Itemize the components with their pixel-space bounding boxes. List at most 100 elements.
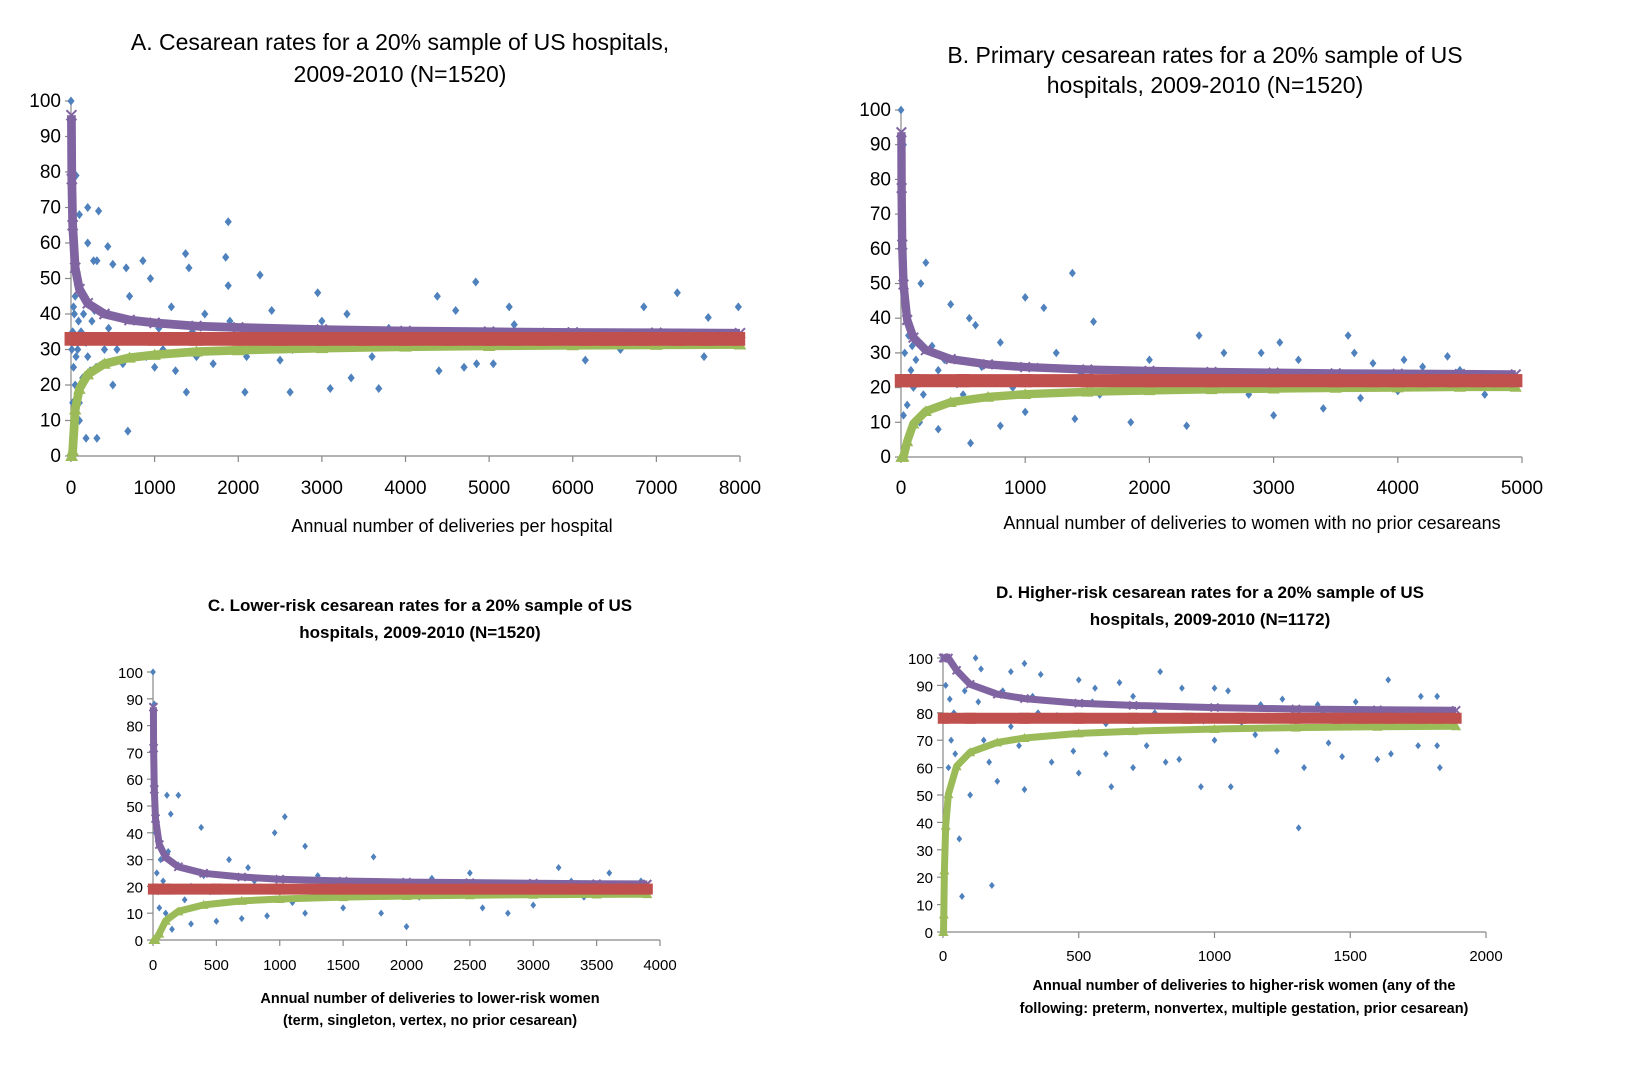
data-point (901, 348, 909, 358)
lower-limit-marker (315, 341, 329, 354)
data-point (460, 362, 468, 372)
data-point (167, 302, 175, 312)
data-point (1252, 731, 1259, 739)
data-point (188, 920, 194, 928)
y-tick-label: 30 (870, 343, 891, 364)
mean-marker (1127, 712, 1139, 724)
data-point (530, 901, 537, 909)
upper-limit-marker (1019, 361, 1031, 373)
data-point (1130, 692, 1136, 700)
data-point (967, 791, 974, 799)
mean-marker (1018, 712, 1030, 724)
mean-marker (1366, 374, 1380, 388)
data-point (69, 362, 78, 372)
data-point (347, 373, 355, 383)
mean-marker (964, 712, 976, 724)
data-point (986, 758, 993, 766)
data-point (1021, 407, 1029, 417)
y-tick-label: 100 (908, 651, 933, 668)
upper-limit-marker (98, 308, 111, 320)
mean-marker (440, 331, 455, 346)
y-tick-label: 50 (916, 788, 933, 805)
data-point (1385, 676, 1392, 684)
lower-limit-marker (338, 892, 349, 902)
lower-limit-marker (907, 417, 920, 429)
upper-limit-marker (896, 239, 908, 251)
mean-marker (1204, 374, 1219, 388)
data-point (1040, 303, 1048, 313)
upper-limit-marker (1209, 702, 1220, 713)
chart-a: A. Cesarean rates for a 20% sample of US… (29, 29, 761, 536)
x-tick-label: 500 (1066, 948, 1091, 965)
data-point (169, 925, 175, 933)
y-tick-label: 70 (916, 733, 933, 750)
data-point (1071, 414, 1079, 424)
lower-limit-marker (399, 340, 412, 352)
data-point (105, 323, 113, 333)
data-point (1436, 764, 1443, 772)
data-point (996, 421, 1004, 431)
data-point (268, 305, 276, 315)
data-point (93, 256, 101, 266)
upper-limit-marker (943, 653, 954, 663)
data-point (1021, 659, 1028, 668)
mean-marker (1142, 374, 1156, 388)
upper-limit-marker (65, 109, 78, 121)
data-point (967, 438, 975, 448)
lower-limit-marker (951, 761, 962, 771)
data-point (226, 856, 232, 864)
data-point (640, 302, 648, 312)
mean-marker (105, 331, 120, 346)
y-tick-label: 100 (29, 91, 61, 112)
mean-marker (1290, 712, 1302, 724)
data-point (934, 365, 942, 375)
x-tick-label: 0 (896, 478, 907, 499)
data-point (581, 355, 589, 365)
data-point (1021, 293, 1029, 302)
mean-marker (72, 331, 87, 346)
data-point (164, 791, 170, 799)
data-point (704, 313, 712, 323)
lower-limit-marker (150, 935, 161, 944)
y-tick-label: 60 (126, 772, 143, 789)
data-point (1048, 758, 1055, 766)
chart-title-line: A. Cesarean rates for a 20% sample of US… (131, 29, 669, 55)
data-point (1183, 421, 1191, 431)
data-point (1225, 687, 1231, 695)
upper-limit-marker (896, 182, 908, 194)
lower-limit-marker (943, 789, 954, 799)
y-tick-label: 80 (916, 706, 933, 723)
data-point (74, 316, 83, 326)
x-axis-label: following: preterm, nonvertex, multiple … (1020, 1001, 1469, 1017)
data-point (900, 411, 907, 420)
data-point (84, 238, 92, 248)
x-tick-label: 4000 (1377, 478, 1419, 499)
mean-marker (160, 883, 172, 895)
y-tick-label: 20 (40, 375, 61, 396)
data-point (1344, 331, 1352, 340)
chart-title-line: hospitals, 2009-2010 (N=1520) (1047, 72, 1363, 98)
lower-limit-marker (897, 451, 910, 462)
y-tick-label: 90 (916, 678, 933, 695)
x-tick-label: 4000 (643, 957, 676, 974)
lower-limit-marker (1267, 382, 1280, 394)
data-point (72, 352, 80, 362)
data-point (978, 665, 984, 673)
data-point (1211, 684, 1218, 692)
data-point (213, 917, 220, 925)
series-band (940, 722, 1457, 936)
y-tick-label: 100 (118, 665, 143, 682)
mean-marker (1415, 712, 1427, 724)
data-point (302, 842, 308, 850)
upper-limit-marker (150, 813, 161, 824)
data-point (1211, 736, 1218, 744)
data-point (326, 384, 334, 394)
data-point (151, 700, 158, 708)
data-point (1400, 355, 1408, 365)
upper-limit-marker (149, 784, 159, 795)
x-tick-label: 5000 (1501, 478, 1543, 499)
data-point (996, 338, 1004, 347)
x-tick-label: 3000 (1252, 478, 1294, 499)
mean-marker (1329, 374, 1343, 388)
